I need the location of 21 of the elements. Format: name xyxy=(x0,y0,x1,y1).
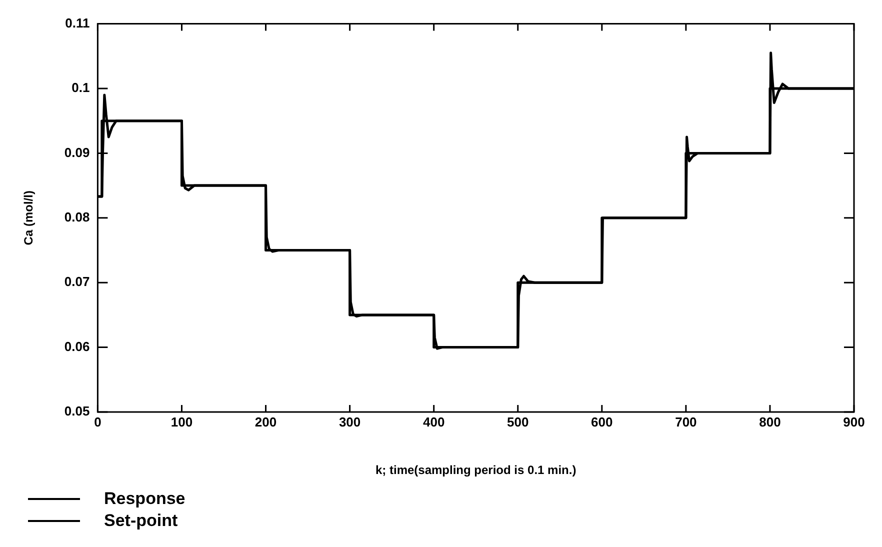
x-axis-title: k; time(sampling period is 0.1 min.) xyxy=(375,463,576,478)
x-tick-label: 300 xyxy=(338,414,361,430)
x-tick-label: 900 xyxy=(843,414,865,430)
x-tick-label: 700 xyxy=(675,414,697,430)
y-tick-label: 0.1 xyxy=(72,80,90,96)
legend-label: Set-point xyxy=(104,511,178,531)
x-tick-label: 100 xyxy=(170,414,193,430)
y-tick-label: 0.07 xyxy=(64,274,90,290)
y-tick-label: 0.08 xyxy=(64,209,90,224)
x-tick-label: 0 xyxy=(94,414,102,430)
y-tick-label: 0.05 xyxy=(64,404,90,419)
x-tick-label: 600 xyxy=(591,414,613,430)
x-tick-label: 200 xyxy=(254,414,277,430)
y-tick-label: 0.11 xyxy=(65,15,90,30)
y-axis-title: Ca (mol/l) xyxy=(22,190,36,246)
legend-label: Response xyxy=(104,489,186,509)
y-tick-label: 0.06 xyxy=(64,338,90,354)
x-tick-label: 400 xyxy=(422,414,445,430)
y-tick-label: 0.09 xyxy=(64,144,90,160)
x-tick-label: 800 xyxy=(759,414,781,430)
x-tick-label: 500 xyxy=(507,414,529,430)
